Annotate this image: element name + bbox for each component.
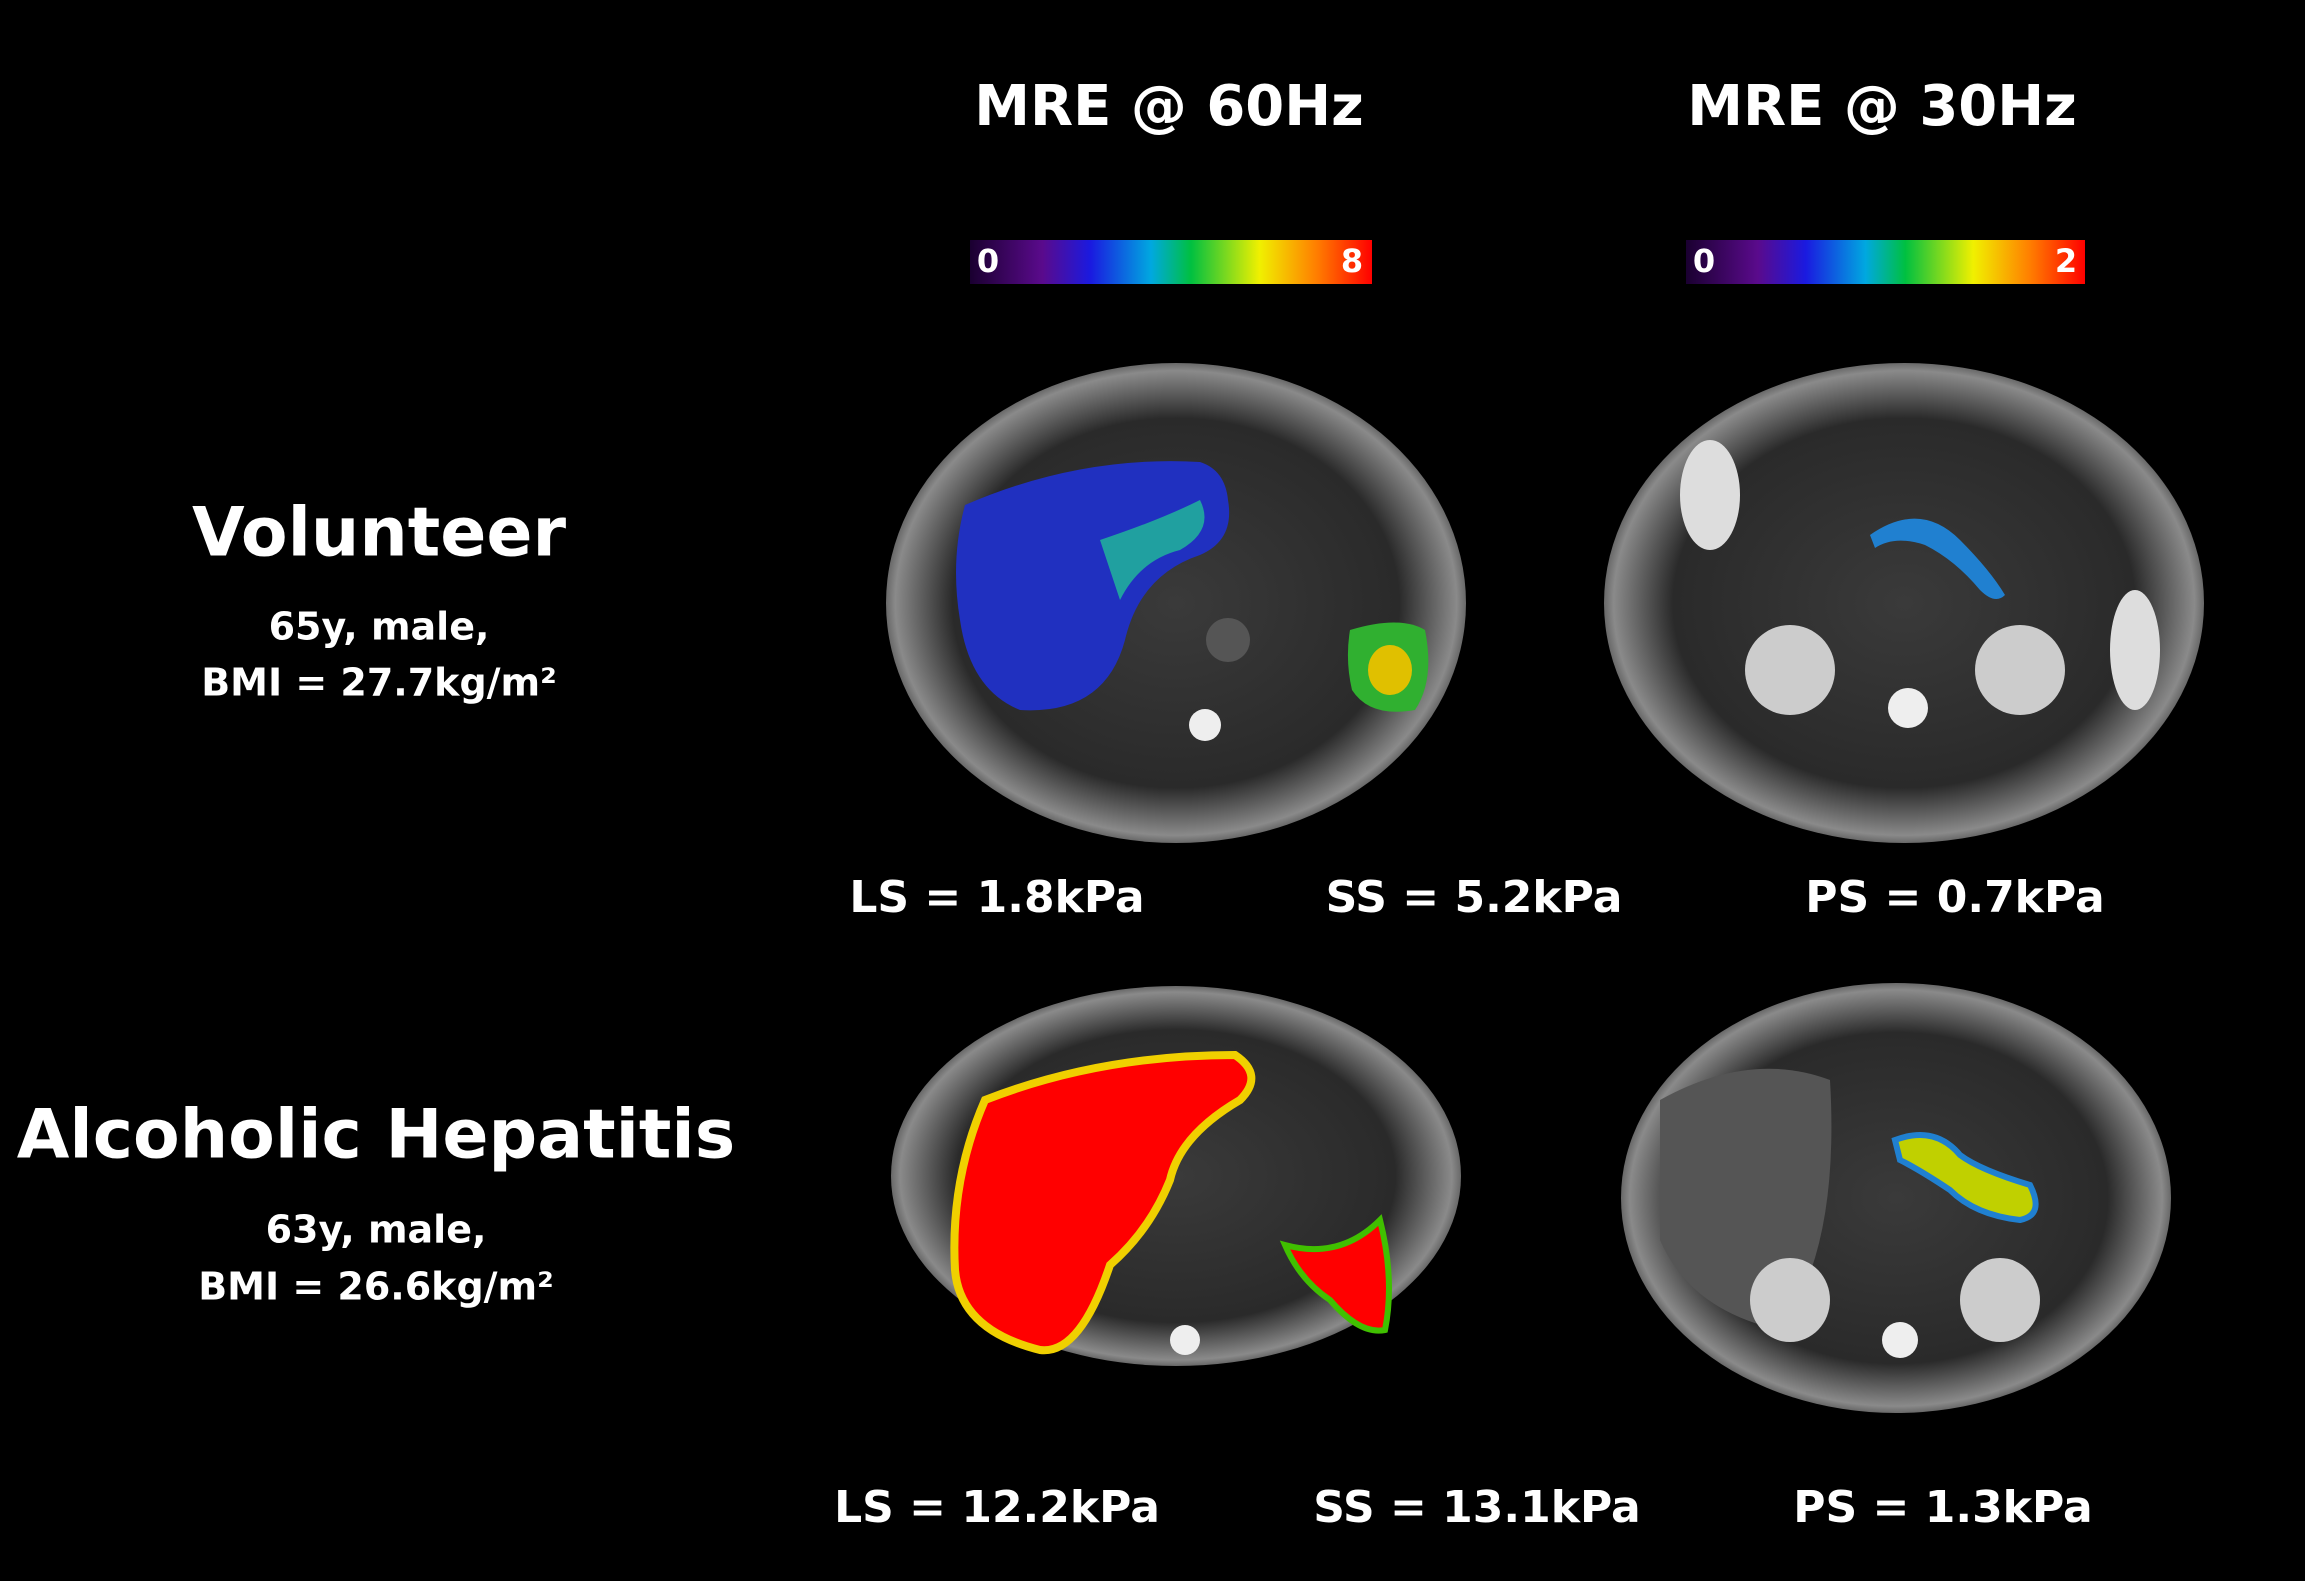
colorbar — [1686, 240, 2085, 284]
mri-image — [1621, 983, 2171, 1413]
column-title: MRE @ 60Hz — [974, 74, 1363, 139]
mri-image — [891, 986, 1461, 1366]
row-detail: BMI = 27.7kg/m² — [201, 661, 557, 705]
row-detail: 65y, male, — [269, 605, 490, 649]
measurement: LS = 1.8kPa — [849, 872, 1144, 923]
colorbar-min: 0 — [1693, 242, 1715, 280]
measurement: PS = 0.7kPa — [1805, 872, 2104, 923]
mri-image — [1604, 363, 2204, 843]
colorbar-max: 8 — [1341, 242, 1363, 280]
row-title: Alcoholic Hepatitis — [17, 1096, 735, 1175]
row-title: Volunteer — [192, 494, 566, 573]
row-detail: BMI = 26.6kg/m² — [198, 1265, 554, 1309]
measurement: PS = 1.3kPa — [1793, 1482, 2092, 1533]
colorbar-max: 2 — [2055, 242, 2077, 280]
colorbar-min: 0 — [977, 242, 999, 280]
measurement: SS = 13.1kPa — [1313, 1482, 1641, 1533]
measurement: LS = 12.2kPa — [834, 1482, 1160, 1533]
mri-image — [886, 363, 1466, 843]
column-title: MRE @ 30Hz — [1687, 74, 2076, 139]
colorbar — [970, 240, 1372, 284]
row-detail: 63y, male, — [266, 1208, 487, 1252]
measurement: SS = 5.2kPa — [1326, 872, 1623, 923]
